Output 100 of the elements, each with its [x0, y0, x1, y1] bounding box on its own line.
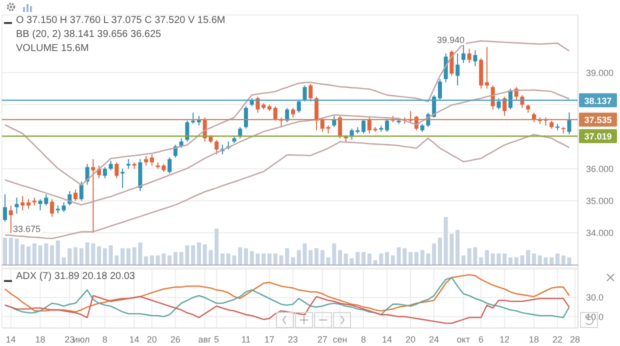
candlestick [385, 118, 390, 132]
x-tick-label: 20 [405, 334, 416, 344]
annotation: ADX (7) 31.89 20.18 20.03 [16, 270, 135, 284]
bar [56, 240, 60, 265]
bar [484, 250, 489, 265]
candlestick [102, 166, 107, 179]
bar [344, 253, 348, 265]
x-tick-label: 18 [35, 334, 46, 344]
bar [291, 257, 295, 265]
candlestick [168, 157, 172, 174]
candlestick [120, 168, 125, 188]
candlestick [496, 98, 501, 110]
x-tick-label: 5 [214, 334, 220, 344]
annotation: 33.675 [12, 224, 42, 234]
candlestick [214, 139, 219, 155]
x-tick-label: 27 [317, 334, 328, 344]
x-tick-label: 14 [382, 334, 392, 344]
bar [50, 245, 54, 265]
bar [150, 255, 154, 265]
x-tick-label: 14 [129, 334, 140, 344]
candlestick [185, 120, 190, 142]
bar [267, 253, 272, 265]
candlestick [367, 116, 372, 134]
x-tick-label: 22 [552, 334, 562, 344]
candlestick [244, 106, 248, 130]
candlestick [126, 158, 130, 170]
bar [244, 248, 248, 265]
bar [414, 252, 418, 265]
y-tick-label: 30.0 [586, 292, 604, 303]
x-tick-label: 14 [6, 334, 16, 344]
bar [432, 243, 436, 265]
bar [367, 253, 372, 265]
bar [550, 257, 554, 265]
candlestick [308, 83, 313, 102]
ref-line-label: 37.535 [584, 115, 612, 126]
candlestick [20, 195, 25, 211]
x-tick-label: сен [332, 334, 348, 344]
bar [214, 228, 219, 265]
bar [285, 248, 290, 265]
candlestick [532, 112, 536, 123]
bar [173, 252, 178, 265]
x-tick-label: 11 [241, 334, 251, 344]
x-tick-label: 12 [500, 334, 510, 344]
bar [120, 248, 125, 265]
bar [262, 253, 266, 265]
candlestick [14, 197, 19, 214]
candlestick [150, 154, 154, 166]
bar [456, 230, 460, 265]
candlestick [79, 181, 84, 202]
bar [79, 248, 84, 265]
bar [479, 257, 484, 265]
bar [296, 250, 301, 265]
bar [526, 250, 530, 265]
annotation: 39.940 [436, 35, 466, 45]
y-tick-label: 35.000 [586, 196, 614, 206]
bar [144, 256, 148, 265]
bar [338, 250, 342, 265]
bar [97, 246, 102, 265]
candlestick [467, 48, 472, 64]
ref-line-label: 37.019 [584, 132, 612, 142]
candlestick [50, 198, 54, 218]
bar [385, 252, 390, 265]
bar [320, 250, 324, 265]
candlestick [273, 106, 278, 122]
candlestick [302, 84, 307, 102]
annotation: BB (20, 2) 38.141 39.656 36.625 [16, 28, 162, 42]
bar [238, 247, 242, 265]
bar [196, 242, 201, 265]
ref-line-label: 38.137 [584, 96, 612, 106]
x-tick-label: 18 [528, 334, 539, 344]
bar [168, 255, 172, 265]
candlestick [91, 158, 96, 234]
x-tick-label: 28 [570, 334, 580, 344]
candlestick [3, 194, 7, 222]
x-tick-label: 8 [360, 334, 366, 344]
candlestick [62, 202, 66, 212]
candlestick [473, 50, 478, 67]
bar [408, 252, 413, 265]
candlestick [438, 78, 442, 100]
bar [502, 253, 507, 265]
x-tick-label: 26 [170, 334, 180, 344]
bar [126, 248, 130, 265]
x-tick-label: 8 [102, 334, 108, 344]
candlestick [291, 107, 295, 118]
y-tick-label: 39.000 [586, 68, 614, 78]
candlestick [26, 198, 31, 210]
candlestick [191, 112, 196, 124]
bar [3, 238, 7, 265]
annotation: VOLUME 15.6M [16, 42, 90, 56]
bar [461, 255, 466, 265]
y-tick-label: 36.000 [586, 164, 614, 174]
x-tick-label: 24 [428, 334, 440, 344]
bar [314, 248, 319, 265]
bar [26, 246, 31, 265]
bar [362, 252, 366, 265]
bar [438, 238, 442, 265]
candlestick [461, 42, 466, 64]
candlestick [456, 52, 460, 86]
bar [555, 253, 560, 265]
bar [32, 243, 36, 265]
